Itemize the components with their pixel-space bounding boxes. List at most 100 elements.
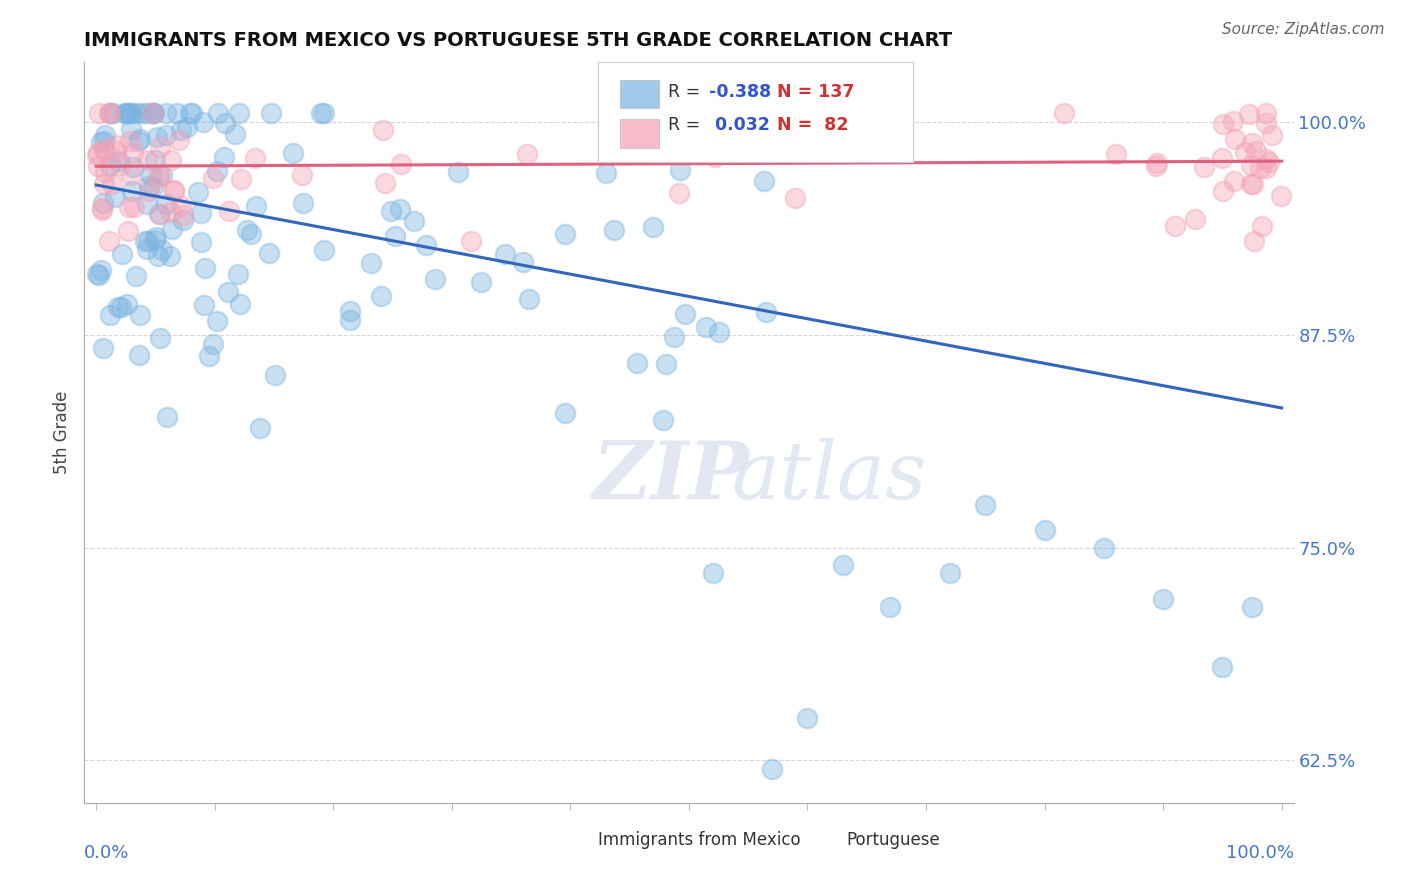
Point — [194, 260, 217, 275]
Point — [1211, 659, 1233, 673]
Point — [1146, 156, 1168, 170]
Point — [172, 208, 194, 222]
Point — [136, 153, 159, 168]
Point — [150, 244, 173, 258]
Point — [702, 566, 724, 580]
Point — [127, 134, 149, 148]
Point — [160, 204, 183, 219]
Point — [91, 341, 114, 355]
Point — [245, 199, 267, 213]
Point — [128, 348, 150, 362]
Point — [415, 238, 437, 252]
Point — [201, 170, 224, 185]
Point — [724, 131, 747, 145]
Point — [170, 123, 193, 137]
Point — [239, 227, 262, 241]
Point — [785, 191, 807, 205]
Point — [129, 308, 152, 322]
FancyBboxPatch shape — [620, 120, 659, 147]
Point — [93, 178, 115, 192]
Point — [226, 267, 249, 281]
Point — [136, 242, 159, 256]
Point — [176, 120, 198, 134]
Point — [118, 200, 141, 214]
Point — [155, 128, 177, 142]
Point — [654, 357, 676, 371]
Point — [389, 157, 412, 171]
Point — [695, 319, 717, 334]
Point — [202, 337, 225, 351]
Point — [103, 106, 125, 120]
Point — [120, 121, 142, 136]
Point — [402, 213, 425, 227]
Point — [115, 297, 138, 311]
Text: IMMIGRANTS FROM MEXICO VS PORTUGUESE 5TH GRADE CORRELATION CHART: IMMIGRANTS FROM MEXICO VS PORTUGUESE 5TH… — [84, 30, 952, 50]
Point — [309, 106, 332, 120]
Point — [120, 134, 142, 148]
Point — [125, 269, 148, 284]
Point — [1240, 178, 1263, 192]
Point — [193, 298, 215, 312]
Point — [974, 498, 997, 512]
Point — [1212, 118, 1234, 132]
Point — [91, 196, 114, 211]
Point — [190, 205, 212, 219]
Point — [159, 249, 181, 263]
Point — [447, 165, 470, 179]
Point — [1256, 161, 1278, 175]
Point — [229, 172, 252, 186]
Point — [148, 207, 170, 221]
Point — [94, 128, 117, 142]
Point — [149, 331, 172, 345]
Point — [160, 222, 183, 236]
Point — [114, 106, 136, 120]
Point — [1053, 106, 1076, 120]
Point — [389, 202, 412, 216]
Point — [384, 229, 406, 244]
Point — [156, 410, 179, 425]
Point — [470, 275, 492, 289]
Point — [93, 144, 115, 158]
Point — [380, 204, 402, 219]
Point — [1256, 106, 1278, 120]
Point — [281, 146, 304, 161]
Point — [90, 201, 112, 215]
Point — [494, 247, 516, 261]
Text: ZIP: ZIP — [592, 438, 749, 516]
Point — [373, 123, 395, 137]
Point — [107, 301, 129, 315]
Point — [1257, 155, 1279, 169]
FancyBboxPatch shape — [804, 832, 841, 851]
Point — [191, 115, 214, 129]
Point — [370, 289, 392, 303]
Point — [105, 138, 128, 153]
Point — [1240, 600, 1263, 615]
Point — [879, 600, 901, 615]
Point — [761, 762, 783, 776]
Point — [205, 313, 228, 327]
Point — [703, 150, 725, 164]
Point — [142, 106, 165, 120]
Point — [938, 566, 960, 580]
Point — [214, 150, 236, 164]
Point — [120, 106, 142, 120]
Point — [122, 200, 145, 214]
Point — [169, 133, 191, 147]
Point — [832, 558, 855, 572]
Text: atlas: atlas — [731, 438, 927, 516]
Point — [146, 249, 169, 263]
Point — [214, 115, 236, 129]
Point — [243, 151, 266, 165]
Point — [207, 106, 229, 120]
Text: N =  82: N = 82 — [778, 116, 849, 134]
Point — [664, 330, 686, 344]
Point — [423, 272, 446, 286]
Point — [1250, 219, 1272, 233]
Point — [224, 128, 246, 142]
Point — [229, 297, 252, 311]
Point — [117, 106, 139, 120]
Point — [187, 185, 209, 199]
Point — [163, 183, 186, 197]
Point — [190, 235, 212, 249]
Point — [98, 106, 121, 120]
